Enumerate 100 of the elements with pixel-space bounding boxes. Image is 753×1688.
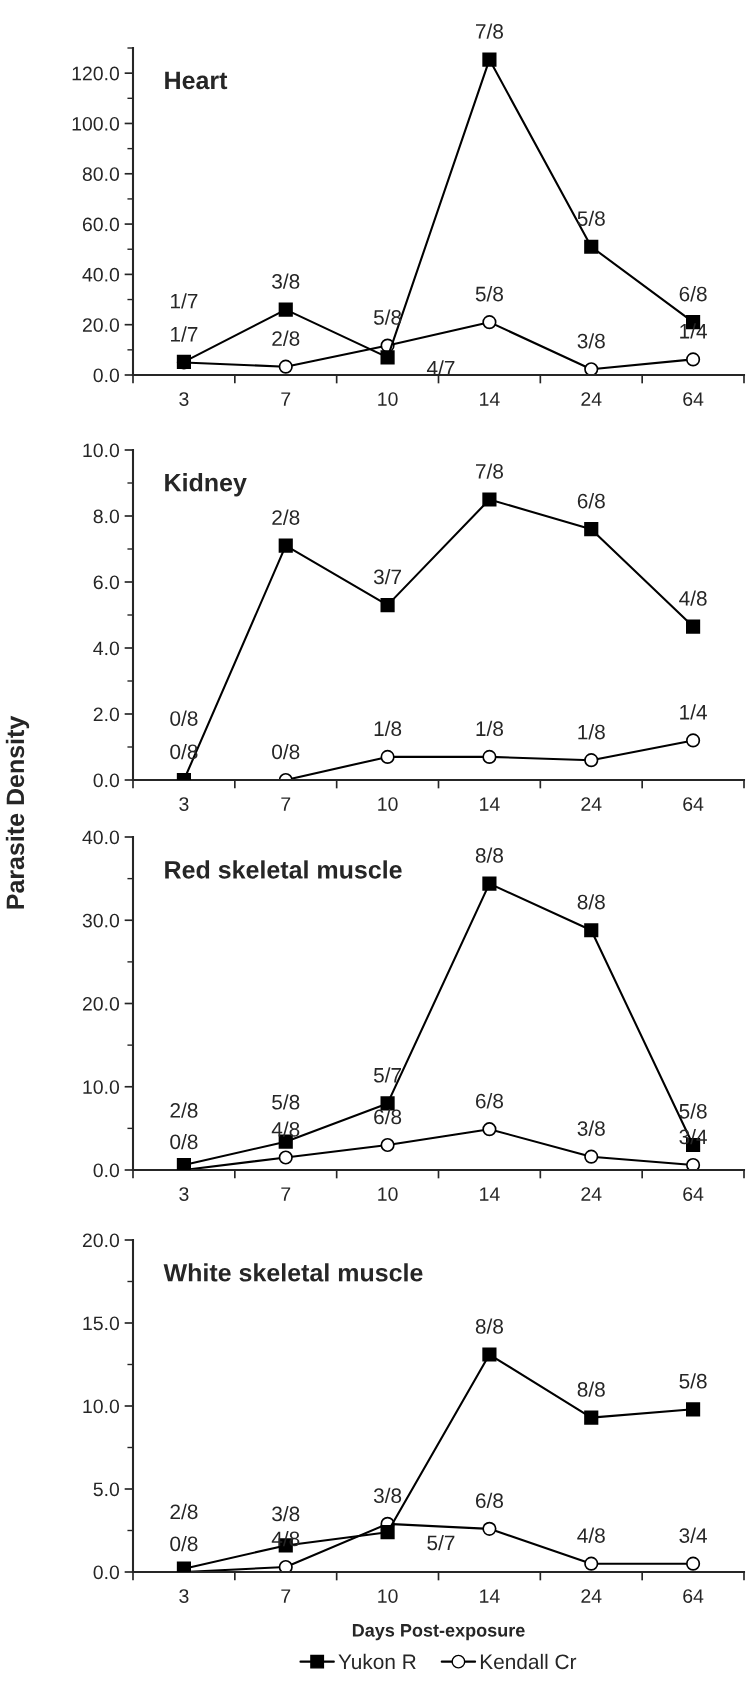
x-tick-label: 14	[480, 1187, 500, 1201]
annotation: 3/4	[679, 1527, 707, 1543]
x-tick-label: 10	[378, 1589, 398, 1603]
x-tick-label: 64	[683, 1589, 704, 1603]
annotation: 5/8	[272, 1094, 300, 1110]
y-tick-label: 0.0	[93, 368, 120, 383]
annotation: 6/8	[476, 1492, 503, 1509]
legend-label: Yukon R	[338, 1653, 416, 1670]
x-tick-label: 24	[581, 797, 602, 811]
x-tick-label: 24	[581, 392, 602, 406]
y-tick-label: 8.0	[93, 509, 120, 524]
annotation: 6/8	[374, 1108, 402, 1125]
legend-label: Kendall Cr	[480, 1653, 577, 1670]
annotation: 5/8	[679, 1373, 707, 1389]
x-axis-title: Days Post-exposure	[352, 1624, 525, 1641]
y-tick-label: 2.0	[93, 707, 120, 722]
x-tick-label: 7	[281, 392, 291, 406]
y-tick-label: 6.0	[93, 575, 120, 590]
annotation: 1/8	[578, 724, 605, 740]
annotation: 7/8	[476, 463, 503, 479]
y-axis-title: Parasite Density	[5, 715, 30, 909]
annotation: 2/8	[272, 509, 300, 525]
annotation: 1/7	[171, 293, 198, 309]
annotation: 1/8	[374, 720, 402, 737]
x-tick-label: 7	[281, 797, 291, 811]
x-tick-label: 24	[581, 1589, 602, 1603]
annotation: 5/8	[577, 210, 605, 226]
annotation: 3/7	[373, 569, 402, 585]
annotation: 1/4	[680, 323, 707, 339]
annotation: 8/8	[475, 847, 503, 863]
y-tick-label: 30.0	[82, 913, 120, 928]
x-tick-label: 3	[179, 797, 189, 811]
x-tick-label: 24	[581, 1187, 602, 1201]
annotation: 4/8	[271, 1121, 300, 1137]
y-tick-label: 10.0	[83, 443, 120, 458]
annotation: 2/8	[170, 1102, 198, 1118]
annotation: 6/8	[679, 286, 707, 302]
y-tick-label: 15.0	[83, 1316, 120, 1331]
y-tick-label: 100.0	[72, 116, 120, 131]
y-tick-label: 40.0	[82, 267, 120, 282]
annotation: 4/8	[271, 1530, 300, 1547]
annotation: 5/8	[373, 309, 402, 325]
x-tick-label: 14	[480, 392, 500, 406]
y-tick-label: 60.0	[82, 217, 120, 232]
y-tick-label: 0.0	[93, 1565, 120, 1580]
text: Red skeletal muscle	[165, 860, 402, 879]
annotation: 3/8	[577, 1120, 605, 1136]
text: White skeletal muscle	[163, 1263, 423, 1282]
annotation: 2/8	[272, 330, 300, 346]
annotation: 4/7	[426, 360, 455, 376]
annotation: 3/8	[272, 273, 300, 289]
annotation: 0/8	[272, 743, 300, 760]
annotation: 3/8	[577, 333, 605, 349]
annotation: 4/8	[679, 590, 707, 606]
x-tick-label: 3	[179, 392, 189, 406]
annotation: 3/8	[272, 1505, 300, 1522]
x-tick-label: 64	[683, 797, 704, 811]
x-tick-label: 7	[281, 1589, 291, 1603]
annotation: 4/8	[577, 1527, 605, 1543]
y-tick-label: 40.0	[82, 830, 120, 845]
annotation: 5/7	[373, 1067, 402, 1083]
x-tick-label: 10	[378, 392, 398, 406]
y-tick-label: 0.0	[93, 773, 120, 788]
y-tick-label: 20.0	[82, 996, 120, 1011]
annotation: 0/8	[170, 710, 198, 726]
x-tick-label: 7	[281, 1187, 291, 1201]
y-tick-label: 10.0	[83, 1399, 120, 1414]
annotation: 8/8	[577, 1381, 605, 1397]
y-tick-label: 5.0	[93, 1482, 120, 1497]
y-tick-label: 20.0	[82, 1233, 120, 1248]
annotation: 1/7	[171, 326, 198, 342]
annotation: 7/8	[476, 23, 503, 39]
annotation: 8/8	[475, 1318, 503, 1334]
x-tick-label: 3	[179, 1187, 189, 1201]
x-tick-label: 10	[378, 1187, 398, 1201]
x-tick-label: 64	[683, 392, 704, 406]
text: Heart	[165, 71, 228, 90]
y-tick-label: 10.0	[83, 1080, 120, 1094]
annotation: 2/8	[170, 1503, 198, 1520]
annotation: 0/8	[170, 1535, 198, 1552]
annotation: 6/8	[577, 493, 605, 509]
annotation: 5/7	[427, 1534, 455, 1551]
x-tick-label: 10	[378, 797, 398, 811]
x-tick-label: 14	[480, 1589, 500, 1603]
annotation: 1/4	[680, 704, 707, 720]
x-tick-label: 14	[480, 797, 500, 811]
annotation: 1/8	[476, 720, 503, 737]
annotation: 0/8	[170, 1133, 198, 1150]
annotation: 5/8	[679, 1103, 707, 1119]
annotation: 8/8	[577, 894, 605, 910]
y-tick-label: 4.0	[93, 641, 120, 656]
text: Kidney	[165, 473, 247, 497]
y-tick-label: 80.0	[82, 167, 120, 182]
y-tick-label: 120.0	[72, 66, 120, 81]
x-tick-label: 64	[683, 1187, 704, 1201]
x-tick-label: 3	[179, 1589, 189, 1603]
annotation: 6/8	[476, 1093, 503, 1109]
y-tick-label: 0.0	[93, 1163, 120, 1178]
y-tick-label: 20.0	[82, 318, 120, 332]
annotation: 5/8	[475, 286, 503, 302]
